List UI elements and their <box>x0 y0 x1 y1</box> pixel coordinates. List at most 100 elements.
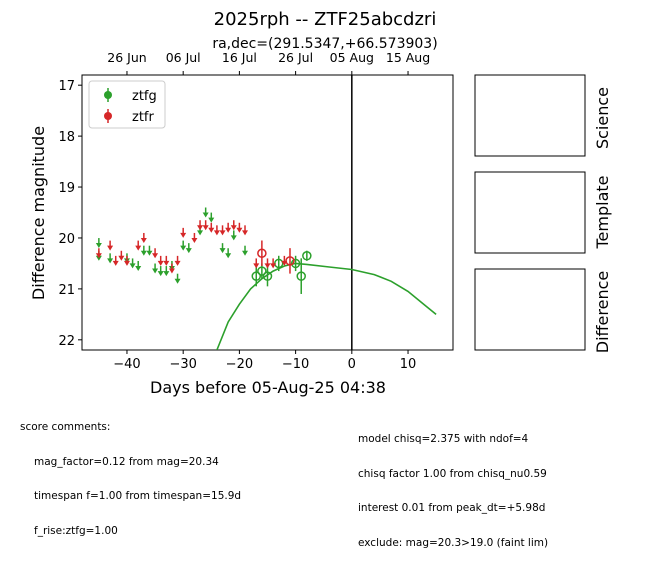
top-x-tick-label: 26 Jul <box>278 50 313 65</box>
upper-limit-arrow <box>242 250 249 256</box>
upper-limit-arrow <box>135 265 142 271</box>
upper-limit-arrow <box>185 248 192 254</box>
upper-limit-arrow <box>146 250 153 256</box>
upper-limit-arrow <box>202 212 209 218</box>
y-axis-label: Difference magnitude <box>29 126 48 300</box>
top-x-tick-label: 15 Aug <box>386 50 430 65</box>
upper-limit-arrow <box>242 230 249 236</box>
y-tick-label: 18 <box>58 130 75 145</box>
upper-limit-arrow <box>236 227 243 233</box>
upper-limit-arrow <box>208 217 215 223</box>
top-x-tick-label: 26 Jun <box>107 50 146 65</box>
detection-point <box>290 258 301 269</box>
y-tick-label: 21 <box>58 283 75 298</box>
x-tick-label: −30 <box>169 357 196 372</box>
upper-limit-arrow <box>129 263 136 269</box>
detection-point <box>257 248 267 258</box>
legend-marker <box>104 112 112 120</box>
upper-limit-arrow <box>197 225 204 231</box>
upper-limit-arrow <box>208 227 215 233</box>
model-comment-line: chisq factor 1.00 from chisq_nu0.59 <box>358 467 547 480</box>
upper-limit-arrow <box>219 248 226 254</box>
upper-limit-arrow <box>152 268 159 274</box>
score-comments-heading: score comments: <box>20 421 111 433</box>
model-curve-ztfg <box>216 262 437 350</box>
light-curve-figure: 2025rph -- ZTF25abcdzri ra,dec=(291.5347… <box>29 9 612 397</box>
upper-limit-arrow <box>253 263 260 269</box>
top-x-tick-label: 16 Jul <box>222 50 257 65</box>
detection-point <box>285 256 295 266</box>
upper-limit-arrow <box>191 237 198 243</box>
upper-limit-arrow <box>157 271 164 277</box>
axes-frame <box>81 74 454 351</box>
x-tick-label: 0 <box>348 357 356 372</box>
score-comment-line: f_rise:ztfg=1.00 <box>34 524 118 537</box>
upper-limit-arrow <box>197 230 204 236</box>
data-layer <box>95 207 437 350</box>
upper-limit-arrow <box>168 268 175 274</box>
difference-panel <box>474 268 586 351</box>
upper-limit-arrow <box>95 243 102 249</box>
upper-limit-arrow <box>140 237 147 243</box>
upper-limit-arrow <box>174 278 181 284</box>
legend-label: ztfg <box>132 89 157 104</box>
upper-limit-arrow <box>123 260 130 266</box>
detection-point <box>257 266 267 276</box>
score-comment-line: timespan f=1.00 from timespan=15.9d <box>34 490 242 502</box>
upper-limit-arrow <box>163 271 170 277</box>
upper-limit-arrow <box>174 260 181 266</box>
upper-limit-arrow <box>107 245 114 251</box>
upper-limit-arrow <box>95 255 102 261</box>
top-x-tick-label: 05 Aug <box>330 50 374 65</box>
upper-limit-arrow <box>163 260 170 266</box>
detection-point <box>262 271 273 281</box>
x-tick-label: −20 <box>226 357 253 372</box>
upper-limit-arrow <box>152 253 159 259</box>
legend: ztfg ztfr <box>88 80 166 129</box>
x-axis-label: Days before 05-Aug-25 04:38 <box>150 378 386 397</box>
upper-limit-arrow <box>230 235 237 241</box>
score-comment-line: mag_factor=0.12 from mag=20.34 <box>34 455 219 468</box>
upper-limit-arrow <box>112 260 119 266</box>
upper-limit-arrow <box>180 232 187 238</box>
y-tick-label: 19 <box>58 181 75 196</box>
y-tick-label: 17 <box>58 79 75 94</box>
upper-limit-arrow <box>157 260 164 266</box>
legend-label: ztfr <box>132 110 154 125</box>
detection-point <box>302 251 312 261</box>
upper-limit-arrow <box>225 253 232 259</box>
upper-limit-arrow <box>202 225 209 231</box>
template-panel <box>474 171 586 254</box>
upper-limit-arrow <box>107 258 114 264</box>
upper-limit-arrow <box>95 253 102 259</box>
upper-limit-arrow <box>118 255 125 261</box>
template-panel-label: Template <box>593 175 612 249</box>
score-comments: score comments: mag_factor=0.12 from mag… <box>20 399 241 549</box>
model-comment-line: model chisq=2.375 with ndof=4 <box>358 433 529 445</box>
chart-title: 2025rph -- ZTF25abcdzri <box>214 9 437 30</box>
side-panels: Science Template Difference <box>474 74 612 353</box>
upper-limit-arrow <box>225 227 232 233</box>
upper-limit-arrow <box>264 263 271 269</box>
plot-area: −40 −30 −20 −10 0 10 26 Jun 06 Jul 16 Jul 26 Jul 0… <box>58 50 454 372</box>
model-comment-line: exclude: mag=20.3>19.0 (faint lim) <box>358 536 549 549</box>
x-tick-label: −10 <box>282 357 309 372</box>
upper-limit-arrow <box>230 225 237 231</box>
upper-limit-arrow <box>180 245 187 251</box>
science-panel-label: Science <box>593 87 612 149</box>
legend-marker <box>104 91 112 99</box>
upper-limit-arrow <box>219 230 226 236</box>
upper-limit-arrow <box>213 230 220 236</box>
science-panel <box>474 74 586 157</box>
y-tick-label: 22 <box>58 334 75 349</box>
top-x-tick-label: 06 Jul <box>166 50 201 65</box>
detection-point <box>251 271 262 281</box>
model-comment-line: interest 0.01 from peak_dt=+5.98d <box>358 502 546 514</box>
model-comments: model chisq=2.375 with ndof=4 chisq fact… <box>358 411 548 561</box>
upper-limit-arrow <box>270 263 277 269</box>
x-tick-label: 10 <box>400 357 417 372</box>
x-tick-label: −40 <box>113 357 140 372</box>
upper-limit-arrow <box>135 245 142 251</box>
upper-limit-arrow <box>140 250 147 256</box>
chart-subtitle: ra,dec=(291.5347,+66.573903) <box>212 36 437 52</box>
